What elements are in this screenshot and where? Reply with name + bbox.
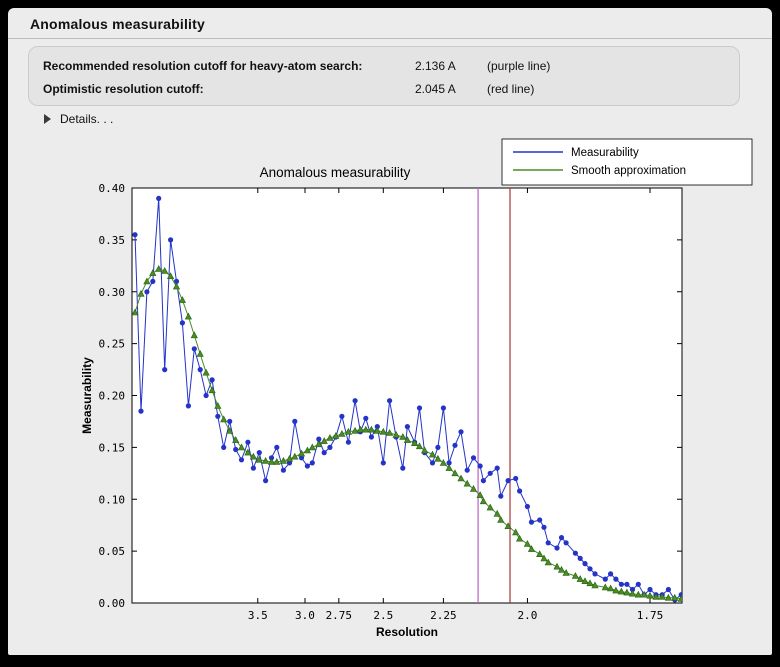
panel-title: Anomalous measurability [30, 16, 205, 32]
optimistic-cutoff-label: Optimistic resolution cutoff: [43, 81, 204, 96]
svg-text:0.10: 0.10 [99, 493, 126, 506]
summary-box: Recommended resolution cutoff for heavy-… [28, 46, 740, 106]
plot-title: Anomalous measurability [260, 165, 411, 180]
disclosure-triangle-icon [44, 114, 51, 124]
recommended-cutoff-row: Recommended resolution cutoff for heavy-… [43, 54, 725, 77]
legend: Measurability Smooth approximation [501, 138, 753, 186]
optimistic-cutoff-value: 2.045 A [415, 81, 456, 96]
svg-text:0.00: 0.00 [99, 597, 126, 610]
header-separator [8, 38, 772, 39]
anomalous-measurability-plot: 0.000.050.100.150.200.250.300.350.403.5 3… [80, 138, 753, 639]
legend-entry-label: Smooth approximation [571, 165, 686, 177]
recommended-cutoff-label: Recommended resolution cutoff for heavy-… [43, 58, 363, 73]
y-axis-label: Measurability [80, 357, 94, 434]
x-axis-ticks: 3.5 3.0 2.75 2.5 2.25 2.0 1.75 [248, 188, 663, 622]
svg-text:2.75: 2.75 [326, 609, 353, 622]
x-axis-label: Resolution [376, 625, 438, 639]
svg-text:2.5: 2.5 [373, 609, 393, 622]
svg-text:0.25: 0.25 [99, 338, 126, 351]
legend-entry-label: Measurability [571, 147, 639, 159]
svg-text:1.75: 1.75 [637, 609, 664, 622]
cutoff-lines [477, 188, 511, 603]
svg-text:3.5: 3.5 [248, 609, 268, 622]
svg-text:0.40: 0.40 [99, 182, 126, 195]
smooth-approximation-series [132, 264, 682, 602]
svg-text:0.35: 0.35 [99, 234, 126, 247]
svg-text:0.15: 0.15 [99, 441, 126, 454]
svg-text:3.0: 3.0 [295, 609, 315, 622]
svg-text:0.20: 0.20 [99, 390, 126, 403]
details-label: Details. . . [60, 112, 114, 126]
y-axis-ticks: 0.00 0.05 0.10 0.15 0.20 0.25 0.30 0.35 0.40 [99, 182, 682, 610]
svg-text:2.25: 2.25 [430, 609, 457, 622]
svg-text:2.0: 2.0 [518, 609, 538, 622]
svg-text:0.05: 0.05 [99, 545, 126, 558]
recommended-cutoff-note: (purple line) [487, 58, 551, 73]
svg-text:0.30: 0.30 [99, 286, 126, 299]
optimistic-cutoff-row: Optimistic resolution cutoff: 2.045 A (r… [43, 77, 725, 100]
plot-axes-frame [131, 187, 683, 604]
optimistic-cutoff-note: (red line) [487, 81, 535, 96]
chart-area: 0.00 0.05 0.10 0.15 0.20 0.25 0.30 0.35 0.40 3.5 3… [77, 133, 767, 653]
recommended-cutoff-value: 2.136 A [415, 58, 456, 73]
details-toggle[interactable]: Details. . . [44, 112, 113, 126]
anomalous-measurability-panel: Anomalous measurability Recommended reso… [8, 8, 772, 655]
